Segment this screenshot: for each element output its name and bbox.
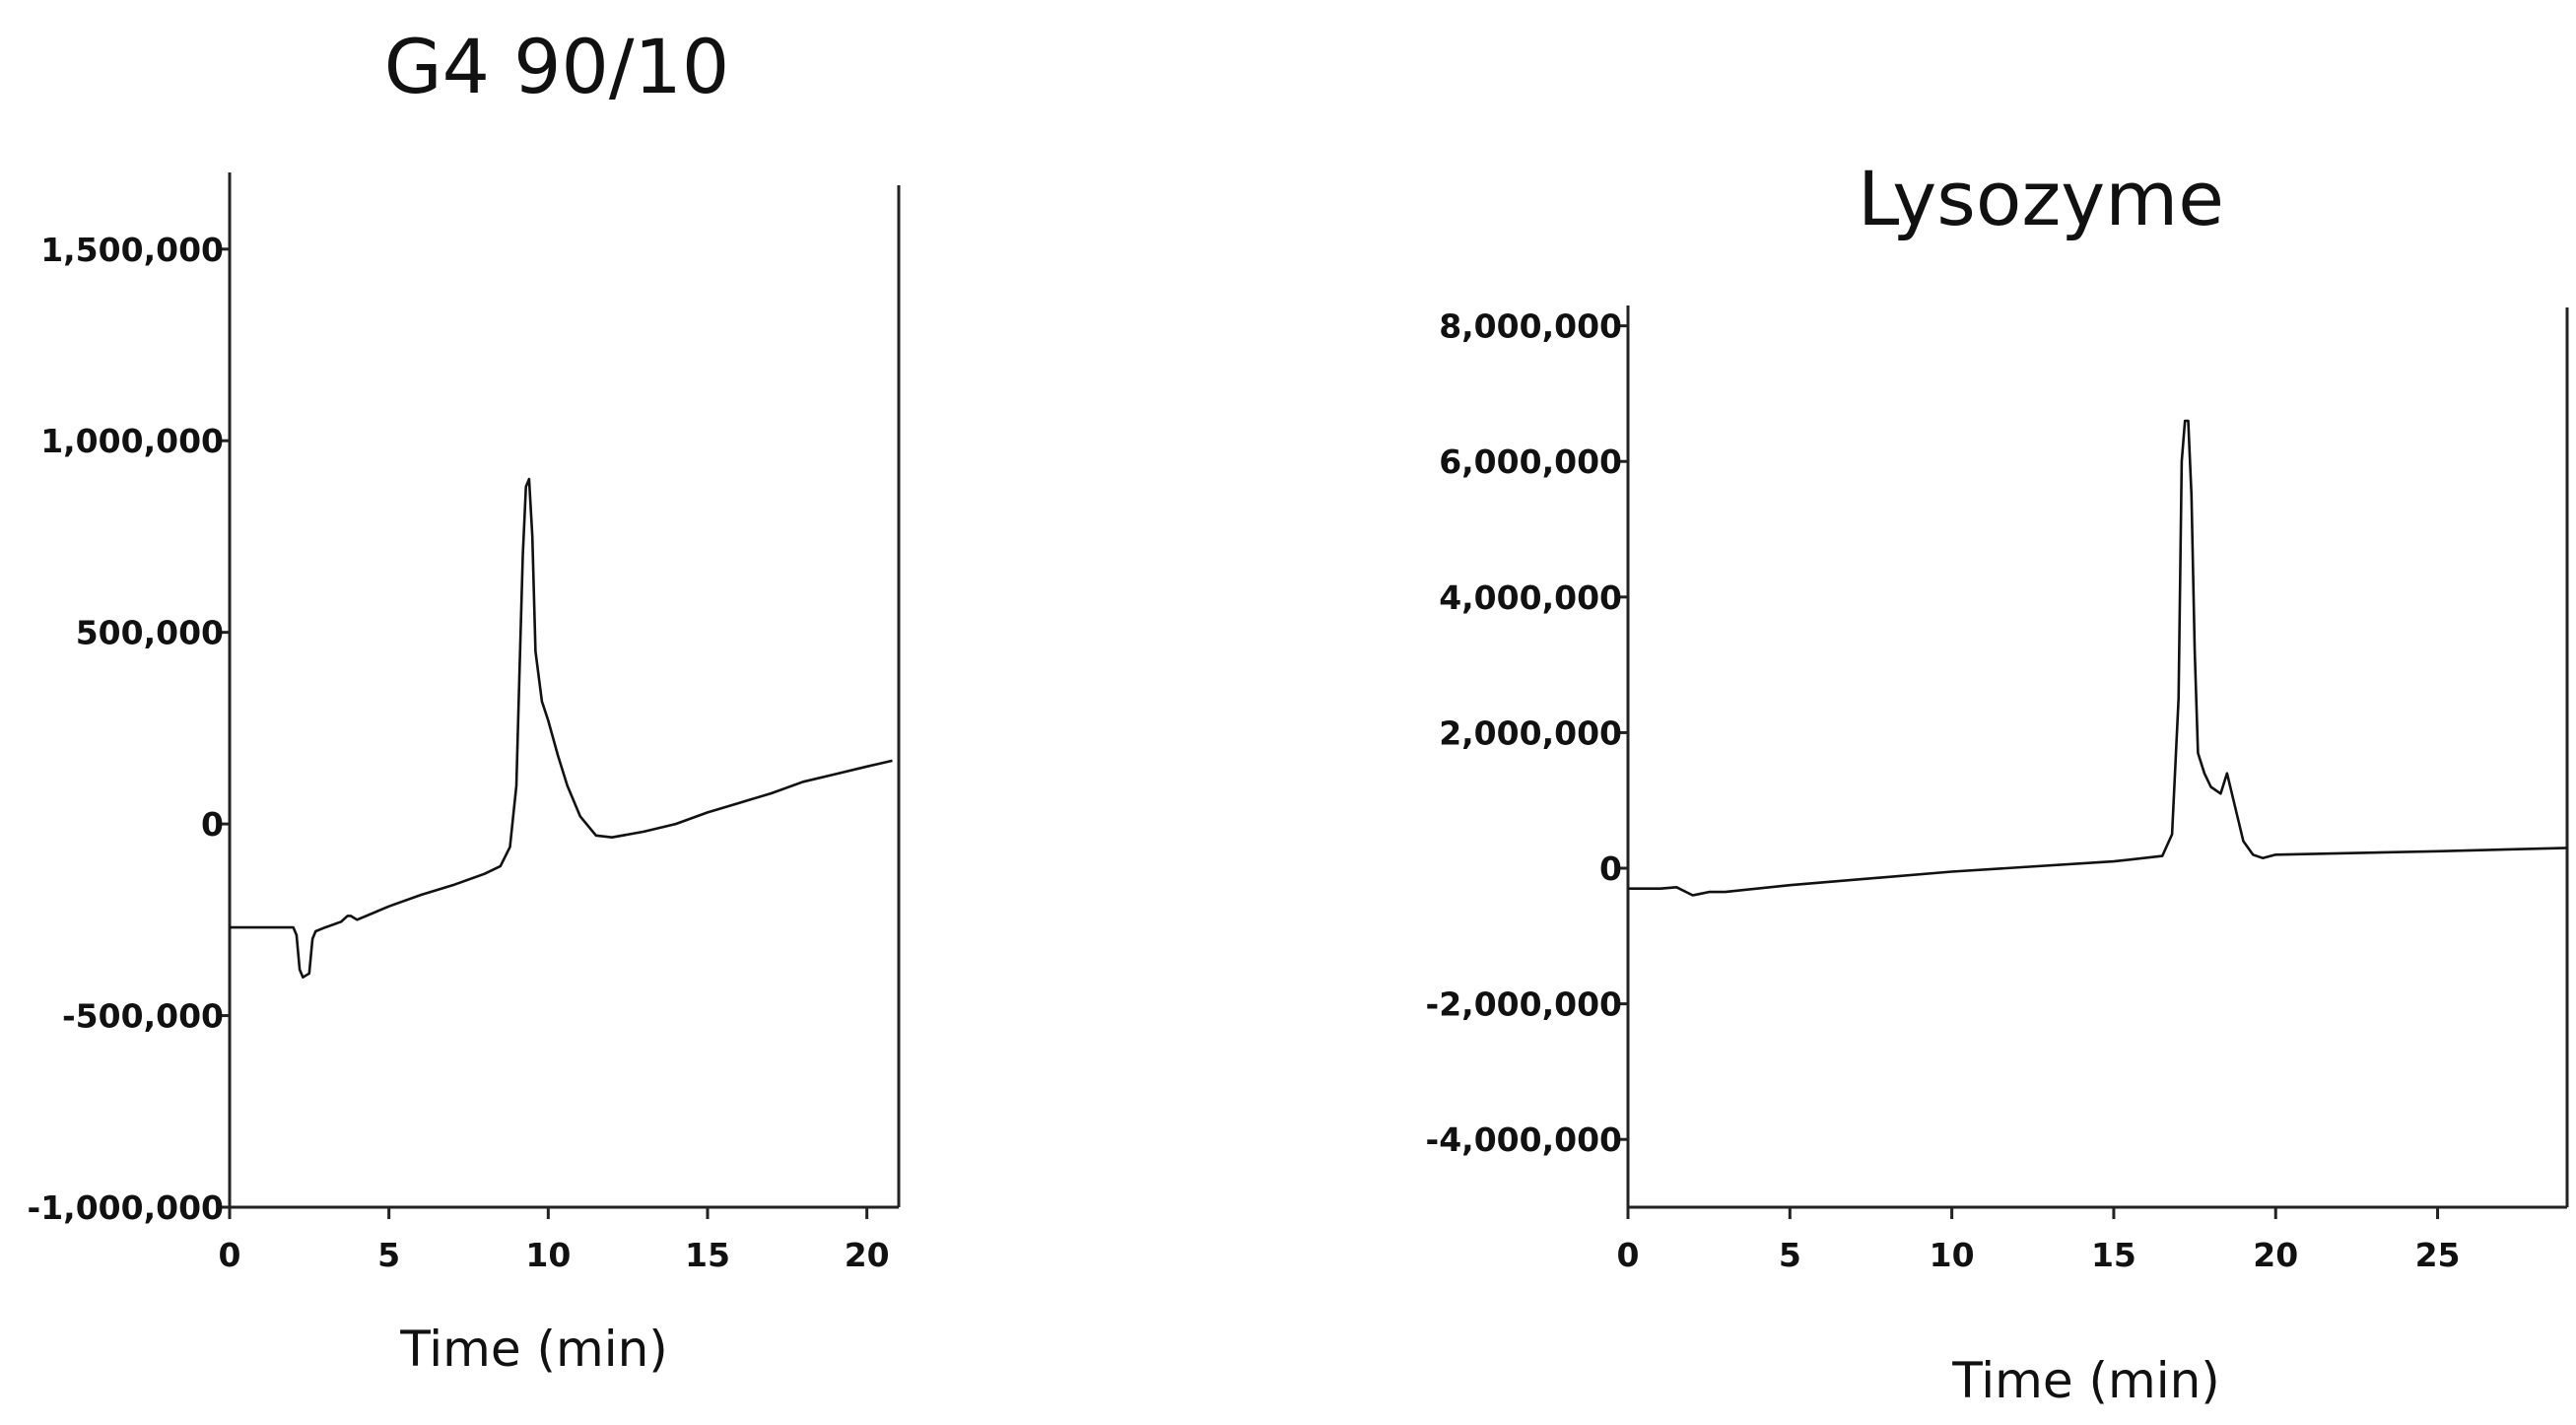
y-tick-label: 0: [1599, 849, 1622, 888]
chart-g4-90-10: G4 90/10 Time (min) 0 5 10 15 20 1,500,000 1,0…: [28, 23, 901, 1378]
y-tick-label: 6,000,000: [1439, 442, 1622, 481]
x-tick-label: 5: [377, 1236, 400, 1274]
y-tick-label: -4,000,000: [1426, 1120, 1623, 1159]
y-tick-label: 1,000,000: [40, 422, 224, 460]
x-tick-label: 5: [1779, 1236, 1801, 1274]
chart-lysozyme: Lysozyme Time (min) 0 5 10 15 20 25 8,000,000 6…: [1426, 155, 2569, 1409]
x-tick-label: 15: [2091, 1236, 2136, 1274]
x-tick-label: 25: [2415, 1236, 2461, 1274]
x-tick-label: 10: [525, 1236, 571, 1274]
x-tick-label: 20: [2253, 1236, 2298, 1274]
chart-title: G4 90/10: [384, 23, 729, 110]
x-tick-label: 0: [1617, 1236, 1640, 1274]
chromatogram-trace: [230, 477, 893, 980]
y-tick-label: 0: [201, 805, 224, 844]
y-tick-label: 1,500,000: [40, 231, 224, 269]
y-tick-label: 500,000: [76, 614, 224, 652]
y-tick-label: 2,000,000: [1439, 713, 1622, 752]
x-tick-label: 0: [219, 1236, 241, 1274]
x-axis-label: Time (min): [399, 1321, 668, 1378]
y-tick-label: -2,000,000: [1426, 985, 1623, 1024]
chart-title: Lysozyme: [1858, 155, 2224, 242]
y-tick-label: 4,000,000: [1439, 578, 1622, 617]
y-tick-label: 8,000,000: [1439, 307, 1622, 346]
x-axis-label: Time (min): [1951, 1352, 2220, 1409]
y-tick-label: -1,000,000: [28, 1188, 225, 1227]
chromatogram-trace: [1628, 419, 2568, 897]
x-tick-label: 20: [845, 1236, 890, 1274]
x-tick-label: 10: [1930, 1236, 1975, 1274]
x-tick-label: 15: [685, 1236, 730, 1274]
y-tick-label: -500,000: [62, 997, 224, 1036]
